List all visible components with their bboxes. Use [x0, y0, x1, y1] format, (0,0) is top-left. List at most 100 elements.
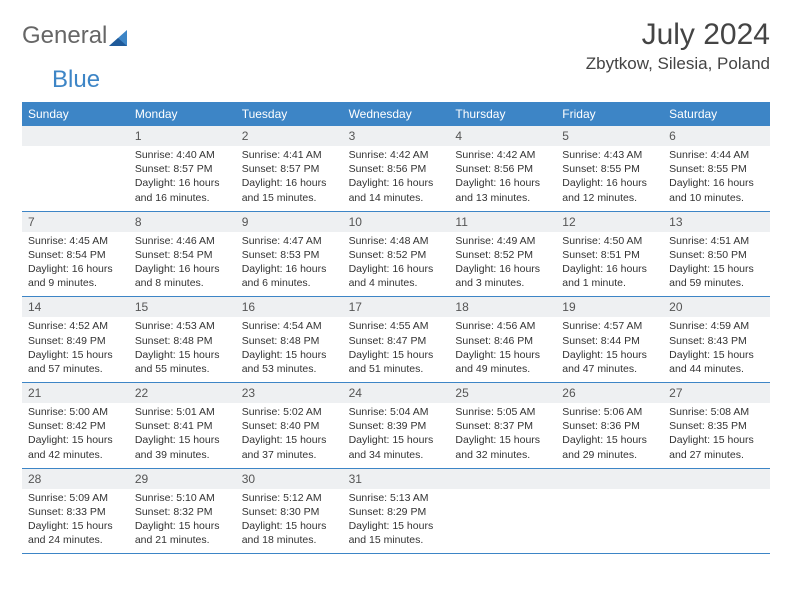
day-number: [663, 469, 770, 489]
sunrise-text: Sunrise: 4:51 AM: [669, 234, 764, 248]
day-number: 20: [663, 297, 770, 317]
sunset-text: Sunset: 8:47 PM: [349, 334, 444, 348]
day-data: Sunrise: 5:08 AMSunset: 8:35 PMDaylight:…: [663, 403, 770, 468]
sunrise-text: Sunrise: 5:12 AM: [242, 491, 337, 505]
day-number: 31: [343, 469, 450, 489]
sunset-text: Sunset: 8:49 PM: [28, 334, 123, 348]
sunrise-text: Sunrise: 4:54 AM: [242, 319, 337, 333]
weekday-header: Saturday: [663, 102, 770, 126]
brand-part2: Blue: [52, 66, 100, 94]
sunrise-text: Sunrise: 4:49 AM: [455, 234, 550, 248]
month-title: July 2024: [586, 18, 770, 52]
day-number: 30: [236, 469, 343, 489]
day-number: [22, 126, 129, 146]
sunset-text: Sunset: 8:29 PM: [349, 505, 444, 519]
weekday-header: Thursday: [449, 102, 556, 126]
daylight-text: Daylight: 16 hours and 6 minutes.: [242, 262, 337, 290]
sunset-text: Sunset: 8:43 PM: [669, 334, 764, 348]
day-data: Sunrise: 4:44 AMSunset: 8:55 PMDaylight:…: [663, 146, 770, 211]
sunrise-text: Sunrise: 4:42 AM: [349, 148, 444, 162]
calendar-day-cell: 4Sunrise: 4:42 AMSunset: 8:56 PMDaylight…: [449, 126, 556, 211]
calendar-day-cell: 2Sunrise: 4:41 AMSunset: 8:57 PMDaylight…: [236, 126, 343, 211]
day-number: 12: [556, 212, 663, 232]
sunset-text: Sunset: 8:48 PM: [242, 334, 337, 348]
daylight-text: Daylight: 16 hours and 16 minutes.: [135, 176, 230, 204]
sunrise-text: Sunrise: 5:13 AM: [349, 491, 444, 505]
day-data: Sunrise: 4:49 AMSunset: 8:52 PMDaylight:…: [449, 232, 556, 297]
calendar-day-cell: 28Sunrise: 5:09 AMSunset: 8:33 PMDayligh…: [22, 469, 129, 554]
calendar-day-cell: 19Sunrise: 4:57 AMSunset: 8:44 PMDayligh…: [556, 297, 663, 382]
sunrise-text: Sunrise: 4:53 AM: [135, 319, 230, 333]
daylight-text: Daylight: 16 hours and 10 minutes.: [669, 176, 764, 204]
sunset-text: Sunset: 8:44 PM: [562, 334, 657, 348]
daylight-text: Daylight: 16 hours and 8 minutes.: [135, 262, 230, 290]
weekday-header-row: Sunday Monday Tuesday Wednesday Thursday…: [22, 102, 770, 126]
day-data: Sunrise: 5:13 AMSunset: 8:29 PMDaylight:…: [343, 489, 450, 554]
calendar-day-cell: 21Sunrise: 5:00 AMSunset: 8:42 PMDayligh…: [22, 383, 129, 468]
sunrise-text: Sunrise: 4:56 AM: [455, 319, 550, 333]
calendar-day-cell: 26Sunrise: 5:06 AMSunset: 8:36 PMDayligh…: [556, 383, 663, 468]
calendar-day-cell: [449, 469, 556, 554]
calendar-day-cell: 6Sunrise: 4:44 AMSunset: 8:55 PMDaylight…: [663, 126, 770, 211]
daylight-text: Daylight: 16 hours and 13 minutes.: [455, 176, 550, 204]
calendar-day-cell: 31Sunrise: 5:13 AMSunset: 8:29 PMDayligh…: [343, 469, 450, 554]
day-data: Sunrise: 5:01 AMSunset: 8:41 PMDaylight:…: [129, 403, 236, 468]
calendar-week: 7Sunrise: 4:45 AMSunset: 8:54 PMDaylight…: [22, 212, 770, 298]
daylight-text: Daylight: 16 hours and 15 minutes.: [242, 176, 337, 204]
sunrise-text: Sunrise: 4:50 AM: [562, 234, 657, 248]
day-number: 29: [129, 469, 236, 489]
daylight-text: Daylight: 15 hours and 51 minutes.: [349, 348, 444, 376]
calendar-day-cell: [22, 126, 129, 211]
daylight-text: Daylight: 15 hours and 34 minutes.: [349, 433, 444, 461]
day-number: 1: [129, 126, 236, 146]
day-data: [22, 146, 129, 206]
calendar-day-cell: 23Sunrise: 5:02 AMSunset: 8:40 PMDayligh…: [236, 383, 343, 468]
daylight-text: Daylight: 15 hours and 47 minutes.: [562, 348, 657, 376]
calendar-day-cell: 15Sunrise: 4:53 AMSunset: 8:48 PMDayligh…: [129, 297, 236, 382]
weekday-header: Wednesday: [343, 102, 450, 126]
sunrise-text: Sunrise: 4:55 AM: [349, 319, 444, 333]
calendar-day-cell: 7Sunrise: 4:45 AMSunset: 8:54 PMDaylight…: [22, 212, 129, 297]
calendar-day-cell: [556, 469, 663, 554]
sunset-text: Sunset: 8:37 PM: [455, 419, 550, 433]
sunset-text: Sunset: 8:32 PM: [135, 505, 230, 519]
day-data: Sunrise: 5:00 AMSunset: 8:42 PMDaylight:…: [22, 403, 129, 468]
daylight-text: Daylight: 15 hours and 27 minutes.: [669, 433, 764, 461]
sunrise-text: Sunrise: 4:44 AM: [669, 148, 764, 162]
calendar-day-cell: 18Sunrise: 4:56 AMSunset: 8:46 PMDayligh…: [449, 297, 556, 382]
day-data: Sunrise: 4:41 AMSunset: 8:57 PMDaylight:…: [236, 146, 343, 211]
sunset-text: Sunset: 8:36 PM: [562, 419, 657, 433]
sunrise-text: Sunrise: 5:09 AM: [28, 491, 123, 505]
calendar-day-cell: 27Sunrise: 5:08 AMSunset: 8:35 PMDayligh…: [663, 383, 770, 468]
day-number: 15: [129, 297, 236, 317]
day-number: 14: [22, 297, 129, 317]
day-data: Sunrise: 4:47 AMSunset: 8:53 PMDaylight:…: [236, 232, 343, 297]
calendar-week: 1Sunrise: 4:40 AMSunset: 8:57 PMDaylight…: [22, 126, 770, 212]
weekday-header: Friday: [556, 102, 663, 126]
day-data: Sunrise: 4:46 AMSunset: 8:54 PMDaylight:…: [129, 232, 236, 297]
sunrise-text: Sunrise: 4:57 AM: [562, 319, 657, 333]
sunrise-text: Sunrise: 5:02 AM: [242, 405, 337, 419]
day-data: Sunrise: 4:42 AMSunset: 8:56 PMDaylight:…: [449, 146, 556, 211]
day-data: Sunrise: 5:12 AMSunset: 8:30 PMDaylight:…: [236, 489, 343, 554]
calendar-day-cell: 25Sunrise: 5:05 AMSunset: 8:37 PMDayligh…: [449, 383, 556, 468]
day-data: Sunrise: 5:06 AMSunset: 8:36 PMDaylight:…: [556, 403, 663, 468]
daylight-text: Daylight: 16 hours and 12 minutes.: [562, 176, 657, 204]
sunset-text: Sunset: 8:40 PM: [242, 419, 337, 433]
day-data: [663, 489, 770, 549]
daylight-text: Daylight: 15 hours and 55 minutes.: [135, 348, 230, 376]
calendar-day-cell: 10Sunrise: 4:48 AMSunset: 8:52 PMDayligh…: [343, 212, 450, 297]
day-number: 19: [556, 297, 663, 317]
day-number: 25: [449, 383, 556, 403]
calendar-day-cell: 1Sunrise: 4:40 AMSunset: 8:57 PMDaylight…: [129, 126, 236, 211]
calendar-day-cell: 11Sunrise: 4:49 AMSunset: 8:52 PMDayligh…: [449, 212, 556, 297]
day-number: 21: [22, 383, 129, 403]
sunset-text: Sunset: 8:46 PM: [455, 334, 550, 348]
sunset-text: Sunset: 8:52 PM: [455, 248, 550, 262]
day-number: 11: [449, 212, 556, 232]
day-data: Sunrise: 4:57 AMSunset: 8:44 PMDaylight:…: [556, 317, 663, 382]
sunrise-text: Sunrise: 4:45 AM: [28, 234, 123, 248]
location-subtitle: Zbytkow, Silesia, Poland: [586, 54, 770, 74]
day-number: 16: [236, 297, 343, 317]
day-data: Sunrise: 5:04 AMSunset: 8:39 PMDaylight:…: [343, 403, 450, 468]
